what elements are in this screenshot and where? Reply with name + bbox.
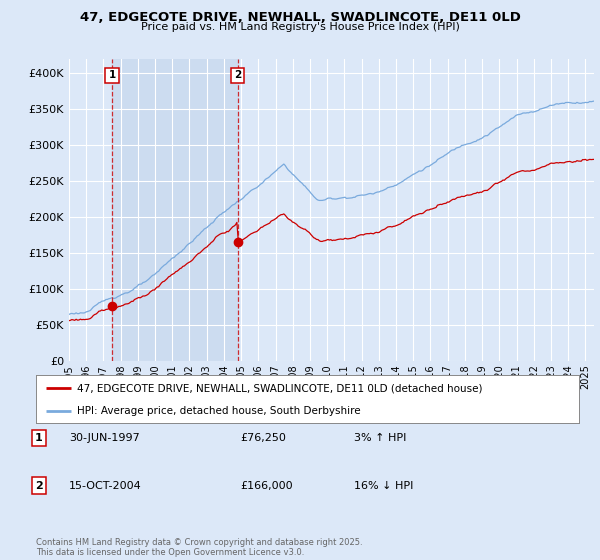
Text: HPI: Average price, detached house, South Derbyshire: HPI: Average price, detached house, Sout… [77,406,361,416]
Text: 2: 2 [234,71,241,81]
Text: 1: 1 [109,71,116,81]
Text: 30-JUN-1997: 30-JUN-1997 [69,433,140,443]
Text: £166,000: £166,000 [240,480,293,491]
Text: 47, EDGECOTE DRIVE, NEWHALL, SWADLINCOTE, DE11 0LD (detached house): 47, EDGECOTE DRIVE, NEWHALL, SWADLINCOTE… [77,383,482,393]
Text: Price paid vs. HM Land Registry's House Price Index (HPI): Price paid vs. HM Land Registry's House … [140,22,460,32]
Text: 16% ↓ HPI: 16% ↓ HPI [354,480,413,491]
Text: Contains HM Land Registry data © Crown copyright and database right 2025.
This d: Contains HM Land Registry data © Crown c… [36,538,362,557]
Text: 15-OCT-2004: 15-OCT-2004 [69,480,142,491]
Text: 3% ↑ HPI: 3% ↑ HPI [354,433,406,443]
Text: 1: 1 [35,433,43,443]
Bar [112,59,238,361]
Text: 2: 2 [35,480,43,491]
Text: 47, EDGECOTE DRIVE, NEWHALL, SWADLINCOTE, DE11 0LD: 47, EDGECOTE DRIVE, NEWHALL, SWADLINCOTE… [80,11,520,24]
Text: £76,250: £76,250 [240,433,286,443]
